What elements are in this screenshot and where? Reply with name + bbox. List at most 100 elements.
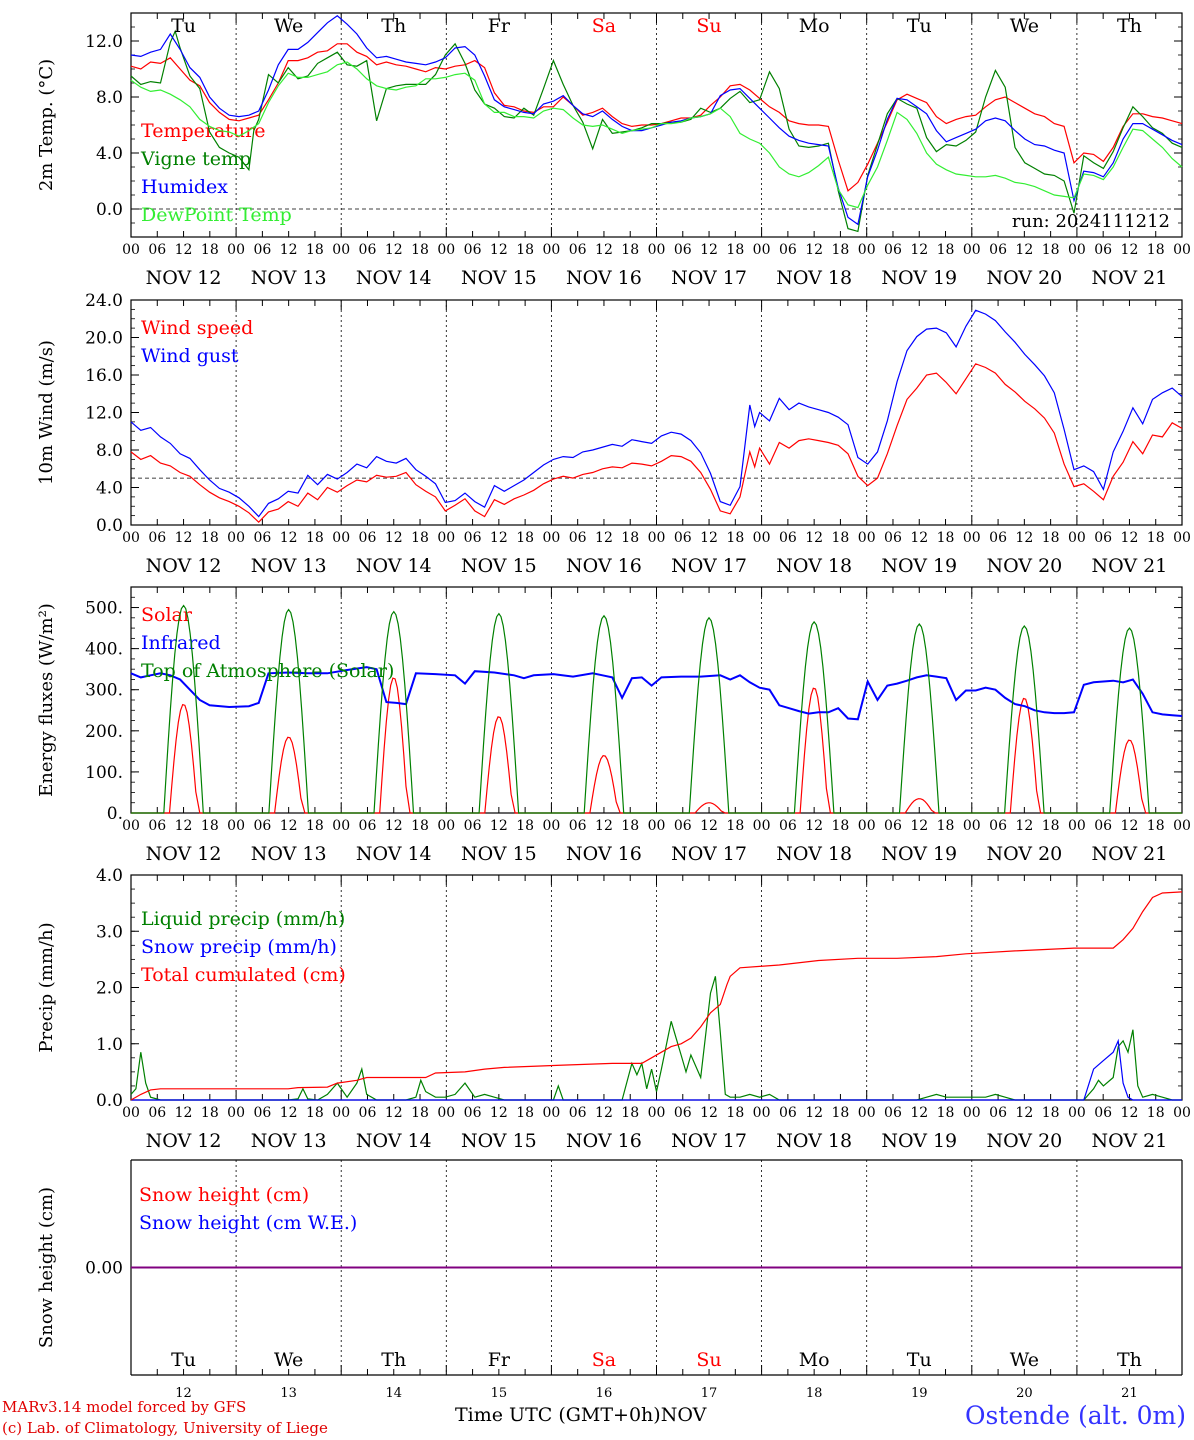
day-number-label: 16 [596,1386,613,1401]
date-label: NOV 19 [881,267,957,289]
hour-label: 00 [227,242,245,258]
weekday-label: Su [696,15,721,37]
series-line-total-cumulated-cm- [130,891,1183,1101]
hour-label: 18 [1147,530,1165,546]
hour-label: 00 [542,1105,560,1121]
hour-label: 00 [332,818,350,834]
date-label: NOV 12 [146,555,222,577]
hour-label: 00 [437,1105,455,1121]
hour-label: 12 [595,1105,613,1121]
hour-label: 12 [175,818,193,834]
weekday-label: Tu [171,1349,196,1371]
hour-label: 18 [411,242,429,258]
hour-label: 00 [332,1105,350,1121]
weekday-label: We [1010,15,1039,37]
hour-label: 00 [437,242,455,258]
date-label: NOV 19 [881,843,957,865]
day-number-label: 20 [1016,1386,1033,1401]
day-number-label: 13 [280,1386,297,1401]
hour-label: 12 [1121,530,1139,546]
hour-label: 18 [621,818,639,834]
hour-label: 00 [648,530,666,546]
series-line-vigne-temp [130,29,1183,233]
date-label: NOV 15 [461,555,537,577]
hour-label: 12 [805,530,823,546]
hour-label: 06 [148,818,166,834]
y-tick-label: 4.0 [96,866,123,886]
panel-wind: 0.0 4.0 8.0 12.0 16.0 20.0 24.0 10m Wind (m/s) W… [36,291,1191,577]
hour-label: 18 [621,530,639,546]
hour-label: 06 [148,1105,166,1121]
hour-label: 18 [201,242,219,258]
hour-label: 00 [753,530,771,546]
hour-label: 00 [753,1105,771,1121]
y-axis-label: 2m Temp. (°C) [36,59,57,191]
legend-entry: Solar [141,604,193,626]
hour-label: 18 [937,530,955,546]
date-label: NOV 20 [986,1130,1062,1152]
hour-label: 18 [411,530,429,546]
hour-label: 06 [989,818,1007,834]
hour-label: 06 [569,818,587,834]
panel-frame [130,586,1183,814]
hour-label: 18 [306,530,324,546]
hour-label: 12 [700,1105,718,1121]
hour-label: 18 [1147,242,1165,258]
legend-entry: Humidex [141,176,228,198]
series-line-infrared [130,666,1183,721]
date-label: NOV 18 [776,1130,852,1152]
y-axis-label: Snow height (cm) [36,1187,57,1348]
hour-label: 00 [1068,818,1086,834]
hour-label: 06 [253,242,271,258]
hour-label: 12 [910,242,928,258]
hour-label: 18 [306,818,324,834]
weekday-label: Fr [488,15,511,37]
day-number-label: 21 [1121,1386,1138,1401]
hour-label: 12 [595,818,613,834]
y-tick-label: 8.0 [96,441,123,461]
day-number-label: 18 [806,1386,823,1401]
day-number-label: 19 [911,1386,928,1401]
legend-entry: Wind speed [141,317,253,339]
hour-label: 00 [963,1105,981,1121]
date-label: NOV 19 [881,1130,957,1152]
hour-label: 18 [306,1105,324,1121]
hour-label: 18 [306,242,324,258]
hour-label: 00 [648,242,666,258]
date-label: NOV 17 [671,843,747,865]
hour-label: 06 [884,530,902,546]
weekday-label: We [1010,1349,1039,1371]
hour-label: 18 [1147,1105,1165,1121]
y-axis-label: Energy fluxes (W/m²) [36,603,57,797]
date-label: NOV 20 [986,843,1062,865]
weekday-label: Tu [171,15,196,37]
date-label: NOV 15 [461,1130,537,1152]
panel-energy: 0. 100. 200. 300. 400. 500. Energy fluxes (W/m… [36,586,1191,865]
hour-label: 12 [1015,818,1033,834]
hour-label: 06 [148,242,166,258]
hour-label: 00 [858,242,876,258]
hour-label: 18 [1042,1105,1060,1121]
hour-label: 12 [1015,242,1033,258]
hour-label: 18 [1042,530,1060,546]
hour-label: 18 [516,242,534,258]
hour-label: 12 [280,1105,298,1121]
date-label: NOV 18 [776,555,852,577]
hour-label: 12 [595,530,613,546]
hour-label: 00 [858,1105,876,1121]
weekday-label: Th [1117,1349,1142,1371]
weekday-label: Mo [799,1349,830,1371]
panel-precip: 0.0 1.0 2.0 3.0 4.0 Precip (mm/h) Liquid preci… [36,866,1191,1152]
date-label: NOV 13 [251,843,327,865]
hour-label: 06 [569,1105,587,1121]
date-label: NOV 14 [356,267,432,289]
series-line-wind-speed [130,363,1183,524]
hour-label: 12 [385,530,403,546]
hour-label: 18 [516,530,534,546]
hour-label: 06 [464,818,482,834]
hour-label: 06 [1094,818,1112,834]
hour-label: 18 [516,818,534,834]
hour-label: 06 [779,242,797,258]
y-tick-label: 100. [85,763,123,783]
